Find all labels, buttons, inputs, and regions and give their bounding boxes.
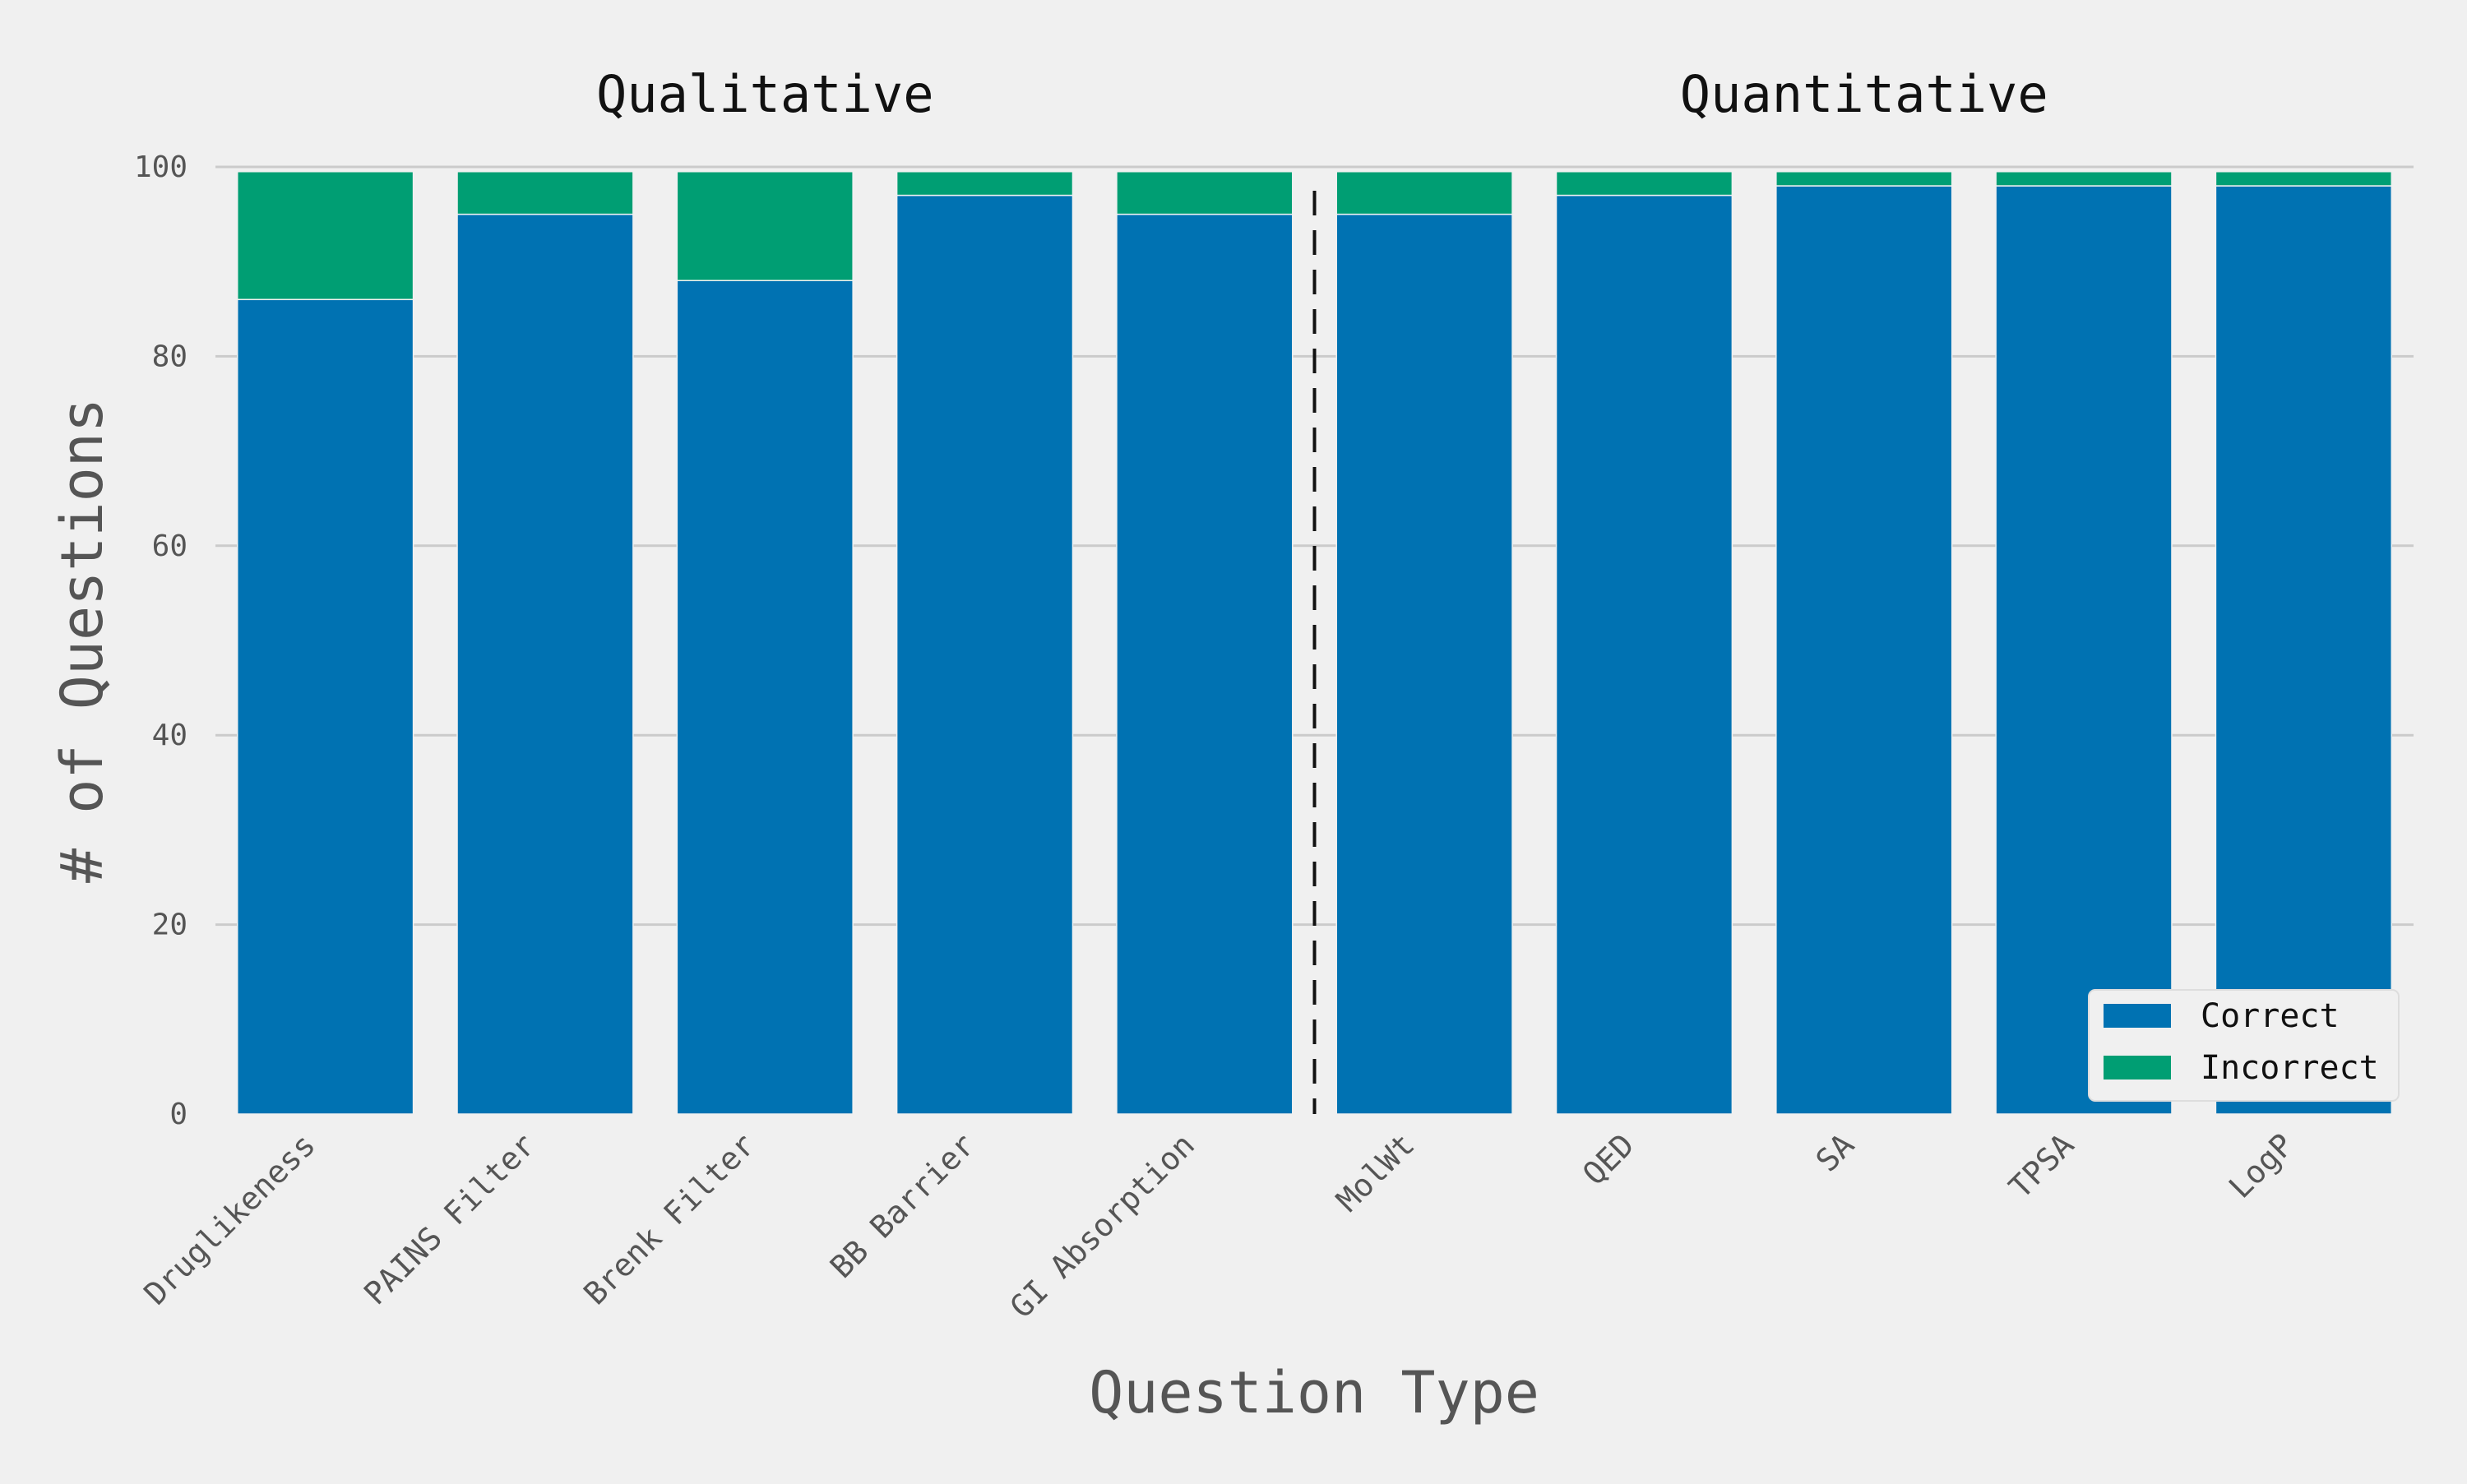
- y-tick-label: 20: [152, 908, 187, 942]
- y-tick-label: 40: [152, 719, 187, 752]
- legend-swatch-incorrect: [2104, 1056, 2171, 1079]
- bar-incorrect: [896, 171, 1074, 196]
- bar-incorrect: [1995, 171, 2173, 187]
- group-title: Qualitative: [596, 64, 934, 124]
- legend-swatch-correct: [2104, 1004, 2171, 1028]
- bar-correct: [236, 298, 414, 1115]
- x-axis-title: Question Type: [1089, 1359, 1539, 1426]
- bar-incorrect: [2215, 171, 2393, 187]
- bar-correct: [1775, 185, 1953, 1115]
- bar-correct: [1555, 194, 1733, 1115]
- bar-correct: [2215, 185, 2393, 1115]
- legend-label-incorrect: Incorrect: [2201, 1049, 2379, 1087]
- y-axis-title: # of Questions: [49, 398, 116, 883]
- bars: [236, 171, 2393, 1115]
- bar-incorrect: [456, 171, 634, 215]
- bar-correct: [456, 213, 634, 1115]
- bar-correct: [896, 194, 1074, 1115]
- y-tick-label: 60: [152, 529, 187, 563]
- y-tick-label: 80: [152, 340, 187, 373]
- bar-incorrect: [236, 171, 414, 301]
- bar-incorrect: [1555, 171, 1733, 196]
- bar-incorrect: [1335, 171, 1513, 215]
- bar-correct: [1995, 185, 2173, 1115]
- bar-correct: [1335, 213, 1513, 1115]
- group-title: Quantitative: [1680, 64, 2048, 124]
- legend-label-correct: Correct: [2201, 997, 2340, 1035]
- y-tick-label: 0: [169, 1098, 187, 1131]
- bar-incorrect: [676, 171, 854, 281]
- axes: 0 20 40 60 80 100: [134, 150, 1317, 1131]
- y-tick-label: 100: [134, 150, 187, 184]
- bar-incorrect: [1775, 171, 1953, 187]
- bar-incorrect: [1116, 171, 1294, 215]
- bar-correct: [1116, 213, 1294, 1115]
- bar-correct: [676, 280, 854, 1115]
- legend: Correct Incorrect: [2088, 989, 2400, 1102]
